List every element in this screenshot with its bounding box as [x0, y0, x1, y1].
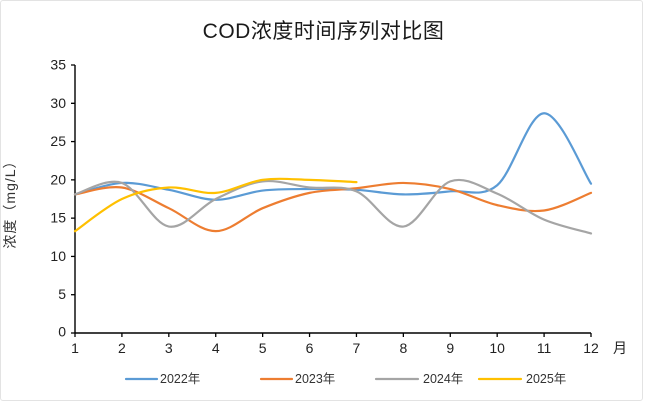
- svg-text:2022年: 2022年: [160, 372, 200, 386]
- svg-text:2024年: 2024年: [423, 372, 463, 386]
- svg-text:2023年: 2023年: [295, 372, 335, 386]
- svg-text:2025年: 2025年: [526, 372, 566, 386]
